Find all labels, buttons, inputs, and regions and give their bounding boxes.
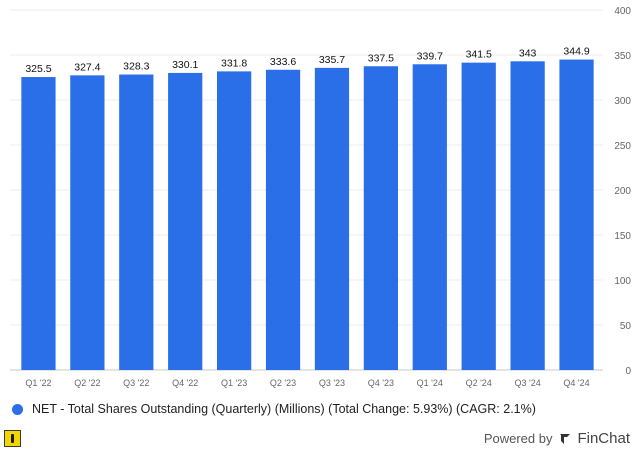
bar-chart: 325.5 327.4 328.3 330.1 331.8 333.6 335.7 337.5… — [10, 6, 631, 388]
bar[interactable] — [314, 67, 350, 371]
y-tick-label: 0 — [625, 366, 631, 377]
legend[interactable]: NET - Total Shares Outstanding (Quarterl… — [12, 400, 536, 418]
brand-name: FinChat — [577, 430, 630, 447]
value-label: 331.8 — [221, 57, 247, 69]
x-tick-label: Q1 '24 — [417, 378, 443, 388]
y-tick-label: 400 — [614, 6, 631, 17]
bar[interactable] — [70, 75, 105, 370]
y-tick-label: 50 — [620, 321, 632, 332]
value-labels: 325.5 327.4 328.3 330.1 331.8 333.6 335.7 337.5… — [25, 46, 590, 75]
x-tick-label: Q3 '22 — [123, 378, 149, 388]
bar[interactable] — [265, 69, 301, 370]
x-tick-label: Q4 '22 — [172, 378, 198, 388]
gridlines — [10, 9, 603, 371]
x-axis-labels: Q1 '22 Q2 '22 Q3 '22 Q4 '22 Q1 '23 Q2 '23 Q3 '… — [25, 378, 589, 388]
value-label: 335.7 — [319, 54, 345, 66]
x-tick-label: Q1 '22 — [25, 378, 51, 388]
value-label: 328.3 — [123, 61, 149, 73]
bar[interactable] — [363, 66, 398, 370]
bar[interactable] — [510, 61, 545, 371]
y-tick-label: 300 — [614, 96, 631, 107]
value-label: 344.9 — [563, 46, 589, 58]
x-tick-label: Q2 '23 — [270, 378, 296, 388]
x-tick-label: Q1 '23 — [221, 378, 247, 388]
y-tick-label: 250 — [614, 141, 631, 152]
x-tick-label: Q3 '24 — [515, 378, 541, 388]
logo-badge-icon — [4, 430, 21, 447]
powered-by[interactable]: Powered by FinChat — [484, 430, 630, 447]
y-tick-label: 350 — [614, 51, 631, 62]
value-label: 343 — [519, 47, 537, 59]
x-tick-label: Q4 '23 — [368, 378, 394, 388]
powered-by-text: Powered by — [483, 431, 553, 446]
finchat-logo-icon — [560, 433, 571, 444]
bar[interactable] — [461, 62, 496, 371]
value-label: 330.1 — [172, 59, 198, 71]
x-tick-label: Q2 '24 — [466, 378, 492, 388]
bars — [21, 59, 594, 371]
legend-marker — [12, 403, 23, 415]
bar[interactable] — [217, 71, 252, 370]
value-label: 333.6 — [270, 56, 296, 68]
value-label: 341.5 — [466, 49, 492, 61]
bar[interactable] — [559, 59, 594, 371]
value-label: 339.7 — [417, 50, 443, 62]
x-tick-label: Q3 '23 — [319, 378, 345, 388]
y-tick-label: 150 — [614, 231, 631, 242]
y-tick-label: 100 — [614, 276, 631, 287]
value-label: 325.5 — [25, 63, 51, 75]
y-axis-labels: 0 50 100 150 200 250 300 350 400 — [614, 6, 631, 377]
y-tick-label: 200 — [614, 186, 631, 197]
bar[interactable] — [21, 77, 56, 371]
value-label: 337.5 — [368, 52, 394, 64]
bar[interactable] — [168, 72, 203, 370]
legend-label: NET - Total Shares Outstanding (Quarterl… — [32, 402, 536, 416]
value-label: 327.4 — [74, 61, 100, 73]
bar[interactable] — [412, 64, 447, 371]
x-tick-label: Q2 '22 — [74, 378, 100, 388]
x-tick-label: Q4 '24 — [563, 378, 589, 388]
bar[interactable] — [119, 74, 154, 370]
